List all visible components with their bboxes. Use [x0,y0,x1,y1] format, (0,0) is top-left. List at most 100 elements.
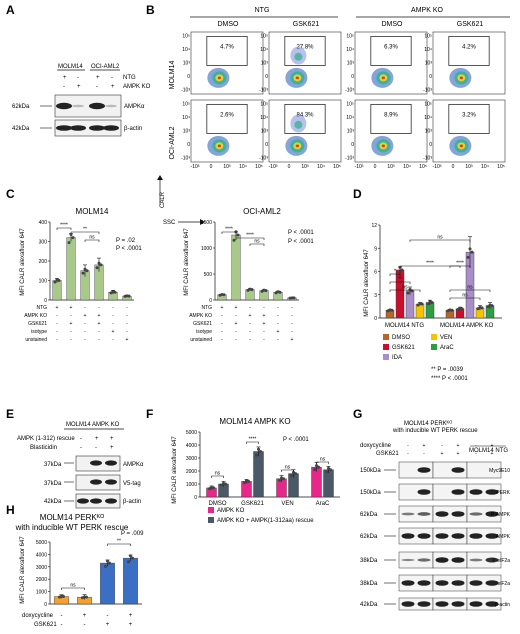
sign: + [112,329,115,335]
legend-label: AraC [440,345,454,351]
protein-label: AMPK [496,534,511,540]
flow-y-tick: 10³ [425,129,433,135]
sign: + [263,321,266,327]
blot-box [54,119,122,137]
data-point [250,288,254,292]
treatment-label: GSK621 [457,21,484,28]
data-point [104,564,107,568]
significance-bracket [107,543,131,546]
sign: - [77,75,79,81]
data-point [290,473,293,477]
band [417,580,431,586]
data-point [129,554,132,558]
sign: - [63,84,65,90]
significance-bracket [56,227,72,230]
data-point [57,279,61,282]
sign: - [407,443,409,449]
flow-y-tick: 10³ [425,61,433,67]
gate-percent: 4.7% [220,45,234,51]
treatment-label: DMSO [382,21,404,28]
legend-label: AMPK KO + AMPK(1-312aa) rescue [217,518,314,524]
sign: - [263,329,265,335]
flow-x-tick: 10⁵ [255,164,263,170]
sign: - [263,337,265,343]
sign: - [112,337,114,343]
band [469,601,483,607]
data-point [255,453,258,457]
data-point [400,268,404,272]
y-tick-label: 5000 [36,540,47,546]
significance-label: ns [254,239,260,245]
significance-label: ns [285,465,291,471]
sign: + [291,337,294,343]
flow-y-tick: 10⁵ [424,34,432,40]
significance-label: ** [117,539,121,545]
data-point [67,241,71,245]
flow-y-tick: 10⁵ [260,102,268,108]
legend-label: GSK621 [392,345,415,351]
gate-percent: 84.3% [296,113,314,119]
sign: - [56,337,58,343]
legend-swatch [431,334,437,340]
data-point [426,302,430,306]
flow-y-tick: 10³ [261,129,269,135]
blot-box [466,527,502,545]
kda-label: 42kDa [12,126,30,132]
flow-x-tick: 0 [452,164,455,170]
sign: - [249,321,251,327]
protein-label: β-actin [123,499,141,505]
kda-label: 150kDa [360,468,381,474]
data-point [53,280,57,284]
sign: + [70,305,73,311]
data-point [282,477,285,481]
flow-y-tick: 10⁴ [346,47,354,53]
band [417,467,431,473]
sign: - [235,313,237,319]
flow-y-tick: 10³ [183,61,191,67]
kda-label: 42kDa [360,602,378,608]
gate-percent: 3.2% [462,113,476,119]
y-axis-label: MFI CALR alexafluor 647 [364,249,370,317]
significance-bracket [449,265,471,268]
kda-label: 37kDa [44,462,62,468]
gate-percent: 8.9% [384,113,398,119]
data-point [97,261,101,265]
sign: - [98,329,100,335]
sign: + [235,305,238,311]
sign: - [441,443,443,449]
flow-y-tick: 0 [351,142,354,148]
significance-label: * [394,269,396,275]
significance-bracket [449,297,481,300]
legend-swatch [383,344,389,350]
sign: - [56,321,58,327]
flow-y-tick: 10⁴ [424,115,432,121]
kda-label: 62kDa [360,534,378,540]
flow-plot [268,31,342,95]
y-tick-label: 500 [204,272,213,278]
protein-label: eiF2a [497,581,510,587]
flow-plot [432,31,506,95]
sign: - [249,305,251,311]
blot-box [466,505,502,523]
data-point [406,291,410,295]
gate-box [448,35,490,66]
sign: + [56,305,59,311]
protein-label: PERK [496,490,510,496]
y-tick-label: 300 [39,240,48,246]
sign: - [84,321,86,327]
band [417,489,431,495]
sign: + [84,313,87,319]
row-label: GSK621 [376,451,399,457]
sign: - [70,337,72,343]
data-point [220,483,223,487]
y-tick-label: 0 [209,298,212,304]
flow-y-tick: 10⁴ [260,115,268,121]
data-point [430,301,434,304]
y-tick-label: 0 [44,602,47,608]
sign: - [407,451,409,457]
sign: - [107,613,109,619]
y-tick-label: 0 [194,495,197,501]
cell-line-label: MOLM14 [58,64,83,70]
y-axis-label: MFI CALR alexafluor 647 [184,228,190,296]
sign: - [235,329,237,335]
